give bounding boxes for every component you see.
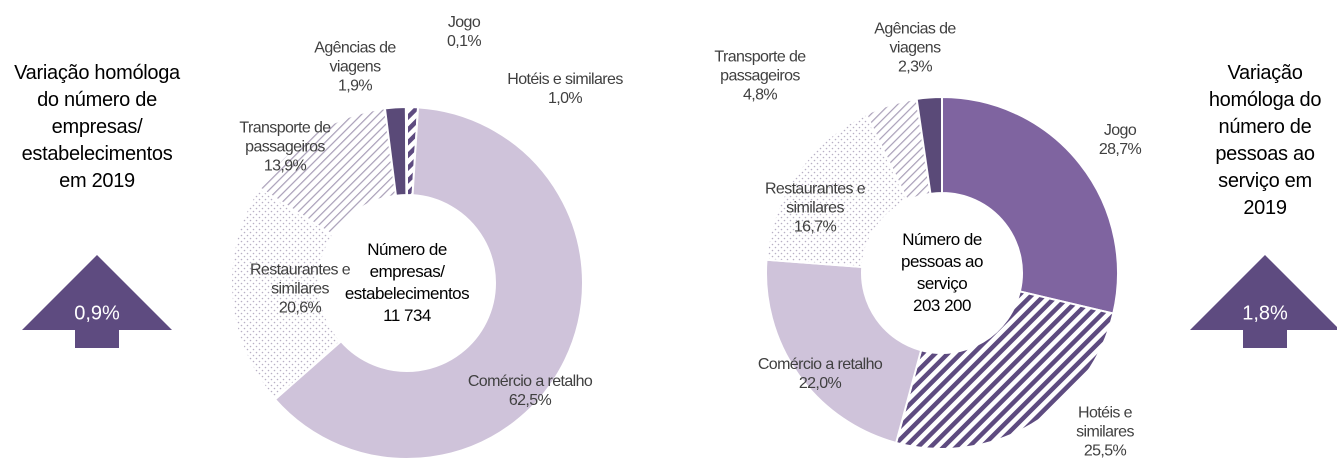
value-label: 1,0% xyxy=(547,90,583,107)
slice xyxy=(941,95,1119,315)
slice xyxy=(230,186,343,401)
category-label: Hotéis e similares xyxy=(507,71,623,88)
center-title: Número de pessoas ao serviço xyxy=(901,230,983,293)
slice-label: Restaurantes e similares 20,6% xyxy=(230,261,370,318)
center-label: Número de empresas/ estabelecimentos 11 7… xyxy=(337,239,477,327)
slice xyxy=(765,112,909,269)
center-value: 11 734 xyxy=(383,306,431,325)
category-label: Agências de viagens xyxy=(874,20,956,57)
slice-label: Agências de viagens 1,9% xyxy=(310,39,400,96)
category-label: Transporte de passageiros xyxy=(239,119,331,156)
value-label: 28,7% xyxy=(1098,141,1142,158)
category-label: Restaurantes e similares xyxy=(249,261,351,298)
arrow xyxy=(1190,255,1337,348)
center-value: 203 200 xyxy=(913,296,971,315)
change-label: 1,8% xyxy=(1242,302,1288,325)
slice-label: Jogo 28,7% xyxy=(1080,121,1160,159)
category-label: Jogo xyxy=(1103,122,1137,139)
value-label: 22,0% xyxy=(798,375,842,392)
value-label: 13,9% xyxy=(263,157,307,175)
slice-label: Agências de viagens 2,3% xyxy=(870,20,960,77)
slice xyxy=(404,105,408,197)
category-label: Hotéis e similares xyxy=(1076,404,1134,441)
value-label: 4,8% xyxy=(742,86,778,104)
value-label: 20,6% xyxy=(278,299,322,317)
slice xyxy=(894,290,1115,450)
value-label: 0,1% xyxy=(446,33,482,50)
slice-label: Jogo 0,1% xyxy=(434,13,494,51)
value-label: 1,9% xyxy=(337,77,373,95)
slice-label: Comércio a retalho 62,5% xyxy=(445,372,615,410)
value-label: 62,5% xyxy=(508,392,552,409)
change-label: 0,9% xyxy=(74,302,120,325)
slice-label: Restaurantes e similares 16,7% xyxy=(755,180,875,237)
arrow xyxy=(22,255,172,348)
center-label: Número de pessoas ao serviço 203 200 xyxy=(892,229,992,317)
category-label: Comércio a retalho xyxy=(467,373,593,390)
category-label: Agências de viagens xyxy=(314,39,396,76)
value-label: 16,7% xyxy=(793,218,837,236)
center-title: Número de empresas/ estabelecimentos xyxy=(344,240,470,303)
slice-label: Comércio a retalho 22,0% xyxy=(735,355,905,393)
category-label: Comércio a retalho xyxy=(757,356,883,373)
slice xyxy=(273,106,584,460)
side-note: Variação homóloga do número de empresas/… xyxy=(14,62,180,192)
category-label: Restaurantes e similares xyxy=(764,180,866,217)
value-label: 25,5% xyxy=(1083,442,1127,460)
category-label: Jogo xyxy=(447,14,481,31)
slice-label: Hotéis e similares 25,5% xyxy=(1070,404,1140,461)
slice-label: Hotéis e similares 1,0% xyxy=(480,70,650,108)
slice-label: Transporte de passageiros 4,8% xyxy=(700,48,820,105)
category-label: Transporte de passageiros xyxy=(714,48,806,85)
slice xyxy=(765,258,923,445)
slice-label: Transporte de passageiros 13,9% xyxy=(220,119,350,176)
slice xyxy=(915,95,943,195)
side-note: Variação homóloga do número de pessoas a… xyxy=(1208,62,1322,219)
value-label: 2,3% xyxy=(897,58,933,76)
